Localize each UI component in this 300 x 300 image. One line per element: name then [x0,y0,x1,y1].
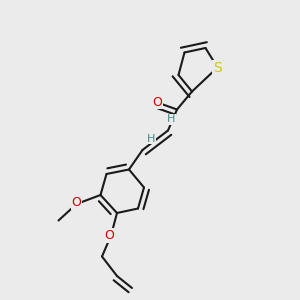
Text: S: S [213,61,222,74]
Text: H: H [167,114,175,124]
Text: O: O [153,95,162,109]
Text: O: O [105,229,114,242]
Text: H: H [147,134,155,144]
Text: O: O [72,196,81,209]
